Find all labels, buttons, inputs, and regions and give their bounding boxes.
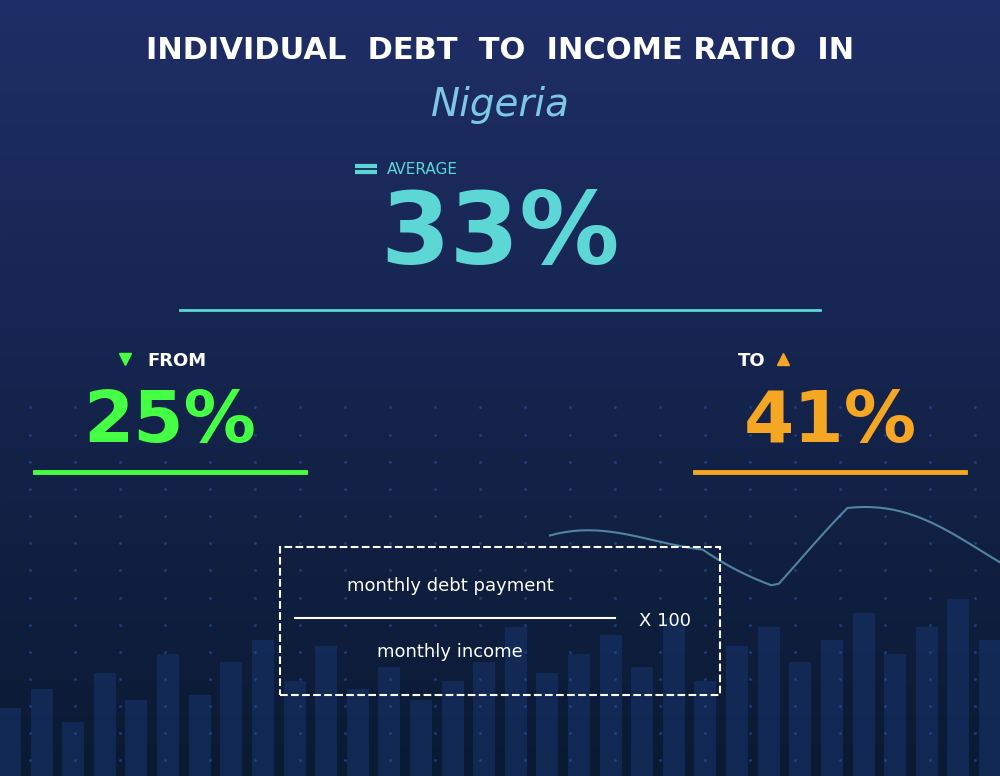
Bar	[663, 618, 685, 776]
Bar	[0, 124, 1000, 140]
Bar	[0, 714, 1000, 729]
Text: monthly income: monthly income	[377, 643, 523, 661]
Bar	[0, 636, 1000, 652]
Bar	[916, 627, 938, 776]
Bar	[0, 93, 1000, 109]
Bar	[0, 605, 1000, 621]
Bar	[0, 512, 1000, 528]
Bar	[347, 689, 369, 776]
Bar	[0, 155, 1000, 171]
Bar	[0, 326, 1000, 341]
Text: monthly debt payment: monthly debt payment	[347, 577, 553, 595]
Text: TO: TO	[737, 352, 765, 370]
Bar	[947, 599, 969, 776]
Bar	[0, 310, 1000, 326]
Bar	[0, 528, 1000, 543]
Bar	[0, 16, 1000, 31]
Bar	[0, 372, 1000, 388]
Bar	[31, 689, 53, 776]
Bar	[0, 574, 1000, 590]
Bar	[0, 559, 1000, 574]
Bar	[0, 140, 1000, 155]
Bar	[220, 662, 242, 776]
Bar	[125, 700, 147, 776]
Bar	[157, 653, 179, 776]
Bar	[568, 653, 590, 776]
Bar	[758, 627, 780, 776]
Bar	[0, 78, 1000, 93]
Bar	[0, 62, 1000, 78]
Bar	[410, 700, 432, 776]
Text: 25%: 25%	[84, 389, 256, 457]
Bar	[0, 217, 1000, 233]
Text: AVERAGE: AVERAGE	[387, 161, 458, 177]
Bar	[0, 481, 1000, 497]
Bar	[726, 646, 748, 776]
Bar	[0, 109, 1000, 124]
Bar	[789, 662, 811, 776]
Bar	[0, 543, 1000, 559]
Text: X 100: X 100	[639, 611, 691, 630]
Bar	[0, 683, 1000, 698]
Bar	[0, 264, 1000, 279]
Bar	[0, 295, 1000, 310]
Bar	[0, 233, 1000, 248]
Bar	[0, 341, 1000, 357]
Bar	[979, 640, 1000, 776]
Bar	[62, 722, 84, 776]
Bar	[0, 419, 1000, 435]
Bar	[94, 673, 116, 776]
Text: FROM: FROM	[147, 352, 206, 370]
Bar	[0, 652, 1000, 667]
Bar	[0, 186, 1000, 202]
Bar	[0, 466, 1000, 481]
Bar	[0, 698, 1000, 714]
Bar	[0, 708, 21, 776]
Text: Nigeria: Nigeria	[430, 86, 570, 123]
Bar	[505, 627, 527, 776]
Bar	[0, 404, 1000, 419]
Bar	[0, 590, 1000, 605]
Text: 33%: 33%	[380, 188, 620, 285]
Bar	[189, 695, 211, 776]
Bar	[378, 667, 400, 776]
Bar	[0, 621, 1000, 636]
Bar	[0, 729, 1000, 745]
Bar	[0, 202, 1000, 217]
Bar	[631, 667, 653, 776]
Text: INDIVIDUAL  DEBT  TO  INCOME RATIO  IN: INDIVIDUAL DEBT TO INCOME RATIO IN	[146, 36, 854, 65]
Bar	[853, 613, 875, 776]
Bar	[0, 171, 1000, 186]
Bar	[600, 635, 622, 776]
Bar	[0, 31, 1000, 47]
Bar	[0, 279, 1000, 295]
Bar	[442, 681, 464, 776]
Bar	[0, 667, 1000, 683]
Bar	[284, 681, 306, 776]
Bar	[0, 357, 1000, 372]
Bar	[0, 0, 1000, 16]
Bar	[694, 681, 716, 776]
Text: 41%: 41%	[743, 389, 917, 457]
Bar	[252, 640, 274, 776]
Bar	[884, 653, 906, 776]
Bar	[0, 497, 1000, 512]
Bar	[315, 646, 337, 776]
Bar	[0, 450, 1000, 466]
Bar	[821, 640, 843, 776]
Bar	[0, 248, 1000, 264]
Bar	[0, 47, 1000, 62]
Bar	[0, 760, 1000, 776]
Bar	[536, 673, 558, 776]
Bar	[0, 435, 1000, 450]
Bar	[473, 662, 495, 776]
Bar	[0, 745, 1000, 760]
Bar	[0, 388, 1000, 404]
